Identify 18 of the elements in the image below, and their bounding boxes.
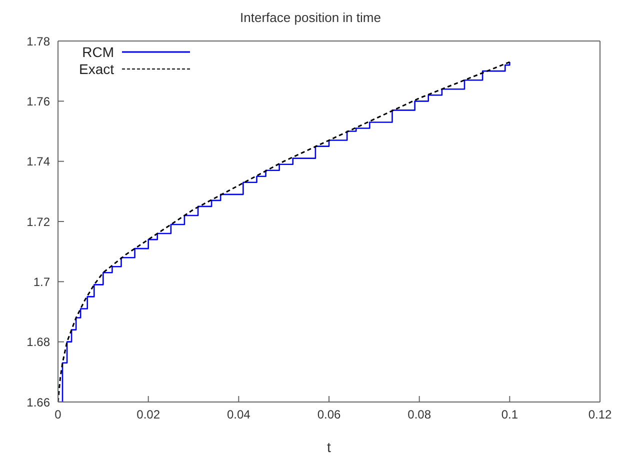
y-tick-label: 1.72 xyxy=(26,214,50,229)
legend-label: RCM xyxy=(81,44,114,60)
x-tick-label: 0.04 xyxy=(226,408,251,422)
y-tick-label: 1.66 xyxy=(26,395,50,410)
y-tick-label: 1.7 xyxy=(33,274,50,289)
x-tick-label: 0.02 xyxy=(136,408,160,422)
y-tick-label: 1.74 xyxy=(26,154,50,169)
chart-title: Interface position in time xyxy=(239,10,382,25)
x-tick-label: 0.08 xyxy=(408,408,432,422)
legend-label: Exact xyxy=(78,60,114,76)
y-tick-label: 1.78 xyxy=(26,34,50,48)
x-tick-label: 0.1 xyxy=(501,408,518,422)
y-tick-label: 1.76 xyxy=(26,94,50,108)
y-tick-label: 1.68 xyxy=(26,335,50,350)
x-tick-label: 0.06 xyxy=(317,408,341,422)
x-tick-label: 0.12 xyxy=(588,408,612,422)
x-tick-label: 0 xyxy=(54,408,62,422)
x-axis-title: t xyxy=(327,439,332,455)
